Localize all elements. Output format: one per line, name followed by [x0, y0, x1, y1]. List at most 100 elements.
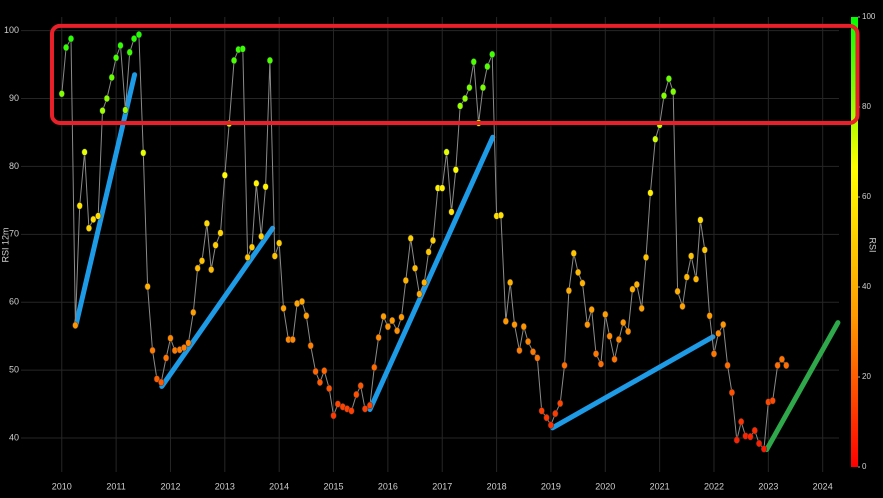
data-point	[81, 148, 88, 156]
data-point	[371, 363, 378, 372]
data-point	[185, 339, 192, 347]
data-point	[683, 273, 690, 281]
y-tick-label: 80	[9, 161, 19, 171]
trend-line	[550, 334, 716, 431]
data-point	[303, 312, 310, 320]
data-point	[470, 58, 477, 66]
colorbar-tick-label: 40	[862, 282, 871, 291]
x-tick-label: 2014	[269, 481, 289, 491]
data-point	[194, 264, 201, 272]
x-tick-label: 2013	[215, 481, 235, 491]
data-point	[262, 183, 269, 191]
data-point	[561, 361, 568, 370]
data-point	[113, 54, 120, 62]
data-point	[190, 308, 197, 317]
data-point	[760, 445, 768, 453]
data-point	[502, 317, 509, 325]
y-tick-label: 90	[9, 93, 19, 103]
data-point	[497, 211, 504, 219]
data-point	[384, 323, 391, 331]
data-point	[85, 224, 92, 232]
data-point	[728, 388, 735, 397]
data-point	[443, 148, 450, 156]
data-point	[67, 35, 75, 43]
x-tick-label: 2017	[432, 481, 452, 491]
data-point	[747, 433, 754, 441]
data-point	[266, 56, 273, 65]
data-point	[706, 312, 713, 320]
data-point	[181, 344, 188, 352]
colorbar-tick-label: 100	[862, 12, 876, 21]
data-point	[588, 306, 595, 314]
data-point	[738, 418, 745, 426]
y-tick-label: 60	[9, 297, 19, 307]
data-point	[439, 184, 446, 192]
colorbar-tick-label: 80	[862, 102, 871, 111]
data-point	[547, 421, 554, 429]
data-point	[244, 253, 251, 262]
data-point	[642, 253, 650, 262]
data-point	[144, 282, 151, 291]
data-point	[135, 31, 142, 39]
data-point	[398, 313, 405, 321]
data-point	[239, 45, 246, 53]
data-point	[203, 219, 210, 228]
data-point	[163, 354, 170, 362]
data-point	[615, 335, 622, 344]
data-point	[289, 335, 296, 344]
colorbar-label: RSI	[868, 237, 878, 252]
data-point	[620, 318, 627, 327]
data-point	[570, 249, 577, 257]
data-point	[511, 320, 518, 329]
x-tick-label: 2021	[650, 481, 670, 491]
data-point	[421, 278, 428, 287]
colorbar	[851, 17, 858, 467]
data-point	[783, 361, 790, 370]
data-point	[756, 439, 763, 448]
data-point	[58, 90, 65, 98]
data-point	[158, 378, 165, 387]
trend-line	[159, 225, 276, 389]
data-point	[462, 94, 469, 103]
data-point	[217, 229, 224, 237]
data-point	[276, 239, 283, 247]
data-point	[597, 360, 604, 368]
data-point	[448, 208, 455, 216]
data-point	[72, 321, 79, 329]
trend-line	[73, 72, 138, 328]
data-point	[693, 275, 700, 283]
y-tick-label: 100	[4, 25, 19, 35]
x-tick-label: 2020	[595, 481, 615, 491]
x-tick-label: 2023	[758, 481, 778, 491]
data-point	[592, 350, 600, 358]
trend-line	[764, 320, 841, 453]
data-point	[208, 265, 215, 274]
data-point	[565, 287, 572, 295]
data-point	[575, 268, 582, 276]
data-point	[769, 397, 776, 405]
data-point	[248, 243, 256, 251]
data-point	[457, 102, 464, 110]
data-point	[625, 327, 632, 336]
data-point	[679, 302, 686, 310]
data-point	[629, 285, 636, 293]
data-point	[733, 436, 740, 444]
data-point	[253, 179, 260, 188]
data-point	[117, 41, 124, 50]
data-point	[416, 290, 423, 298]
data-point	[149, 346, 156, 355]
data-point	[660, 92, 668, 100]
data-point	[380, 312, 387, 321]
data-point	[212, 241, 219, 249]
data-point	[280, 304, 287, 312]
data-point	[670, 88, 677, 96]
data-point	[697, 216, 704, 224]
x-tick-label: 2019	[541, 481, 561, 491]
data-point	[489, 50, 496, 59]
data-point	[543, 414, 550, 422]
data-point	[429, 236, 437, 245]
data-point	[484, 62, 491, 71]
data-point	[258, 232, 265, 241]
y-tick-label: 50	[9, 365, 19, 375]
